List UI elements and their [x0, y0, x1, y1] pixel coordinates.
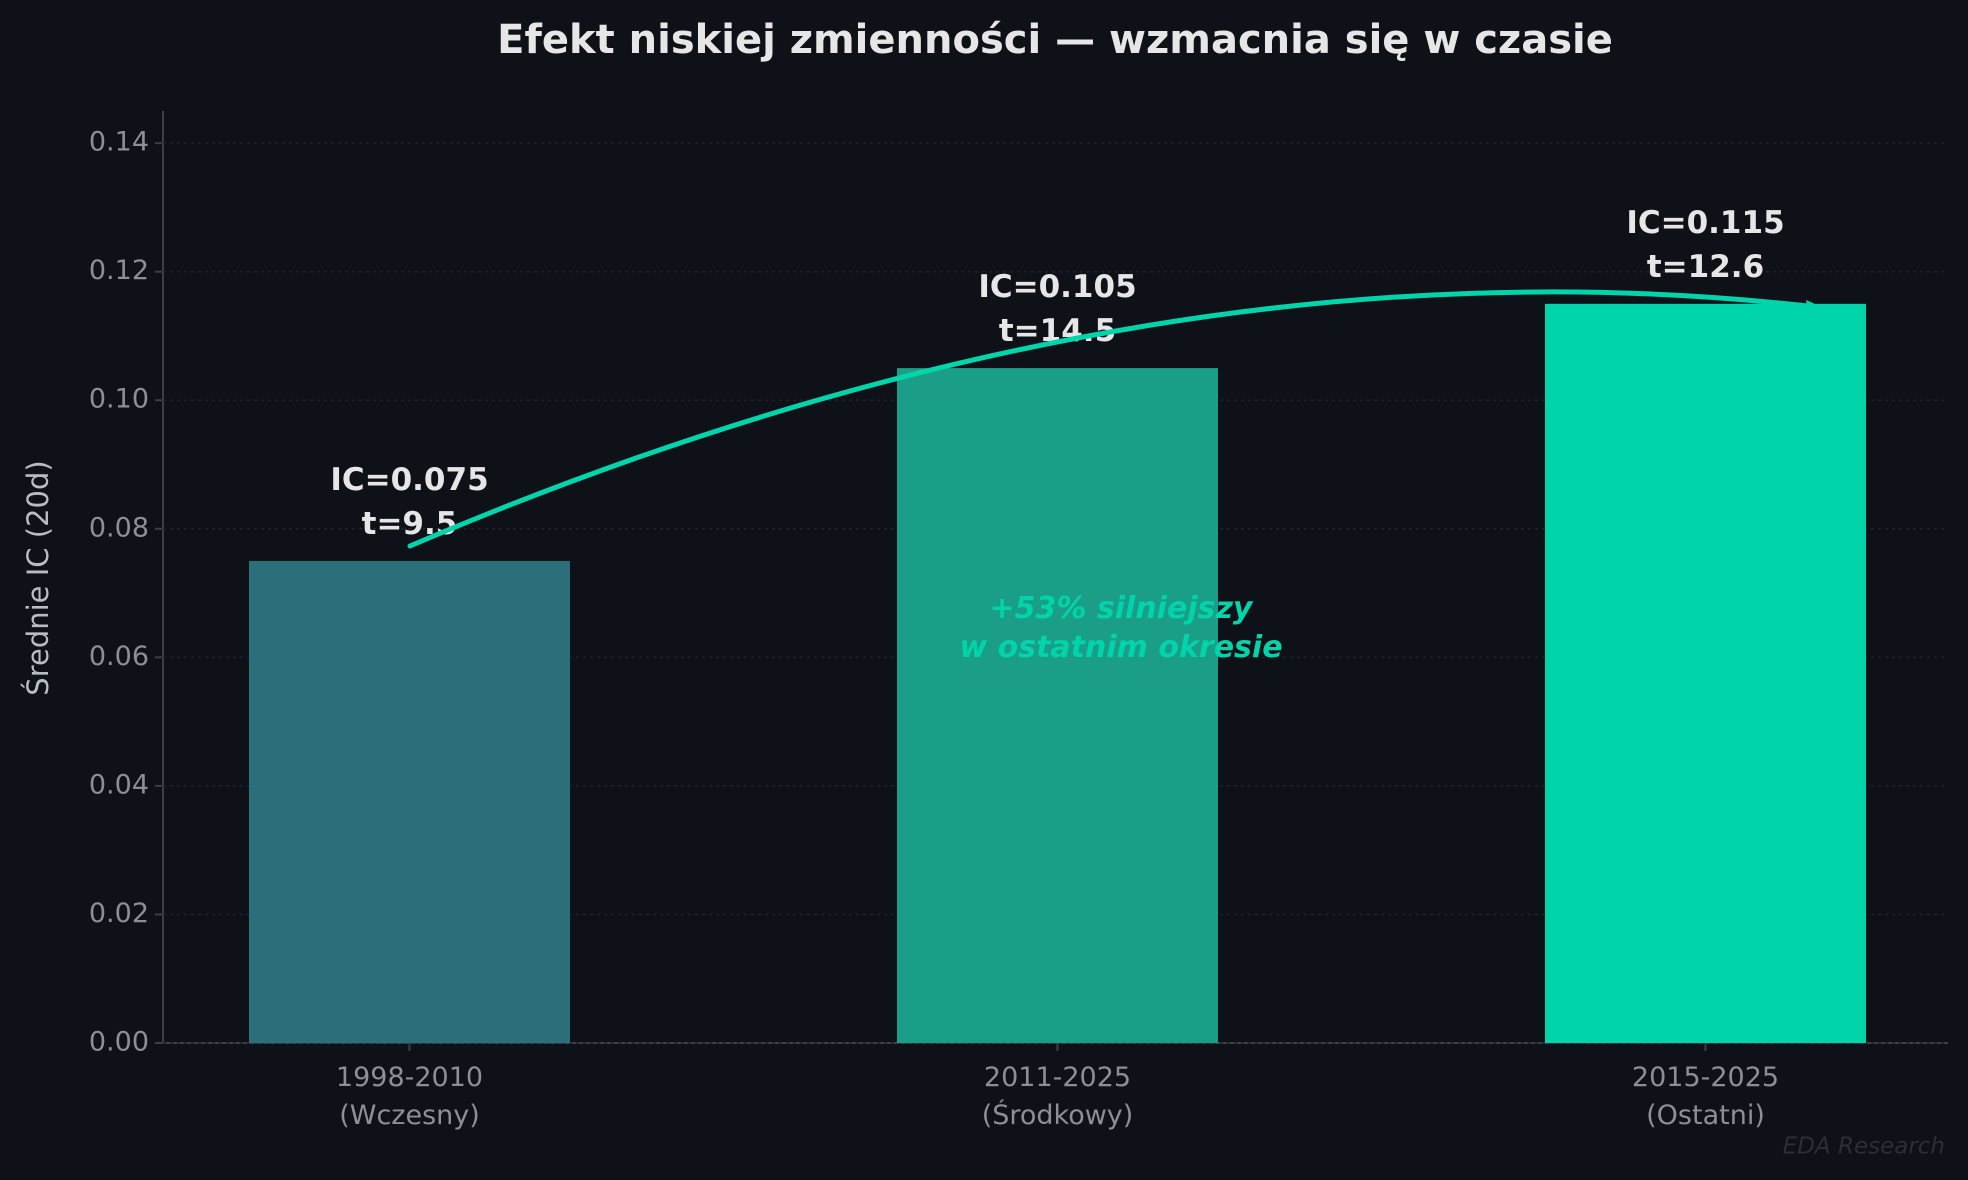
- chart-title: Efekt niskiej zmienności — wzmacnia się …: [497, 17, 1613, 63]
- value-label: IC=0.115 t=12.6: [1626, 204, 1784, 284]
- bar: [249, 560, 570, 1043]
- bar: [1545, 303, 1866, 1043]
- x-tick-label: 2011-2025 (Środkowy): [982, 1062, 1134, 1131]
- arrow-head: [1806, 300, 1822, 314]
- y-tick-label: 0.02: [89, 898, 149, 929]
- y-tick-label: 0.08: [89, 512, 149, 543]
- y-tick-label: 0.04: [89, 769, 149, 800]
- y-tick-label: 0.14: [89, 127, 149, 158]
- trend-arrow: [407, 289, 1819, 549]
- bar: [897, 368, 1218, 1043]
- x-tick-label: 1998-2010 (Wczesny): [336, 1062, 483, 1131]
- value-label: IC=0.075 t=9.5: [330, 461, 488, 541]
- y-axis-label: Średnie IC (20d): [21, 460, 55, 695]
- y-tick-label: 0.10: [89, 384, 149, 415]
- annotation: +53% silniejszy w ostatnim okresie: [959, 591, 1282, 665]
- y-tick-label: 0.00: [89, 1027, 149, 1058]
- x-tick-label: 2015-2025 (Ostatni): [1632, 1062, 1779, 1131]
- y-tick-label: 0.12: [89, 255, 149, 286]
- y-tick-label: 0.06: [89, 641, 149, 672]
- watermark: EDA Research: [1783, 1134, 1945, 1160]
